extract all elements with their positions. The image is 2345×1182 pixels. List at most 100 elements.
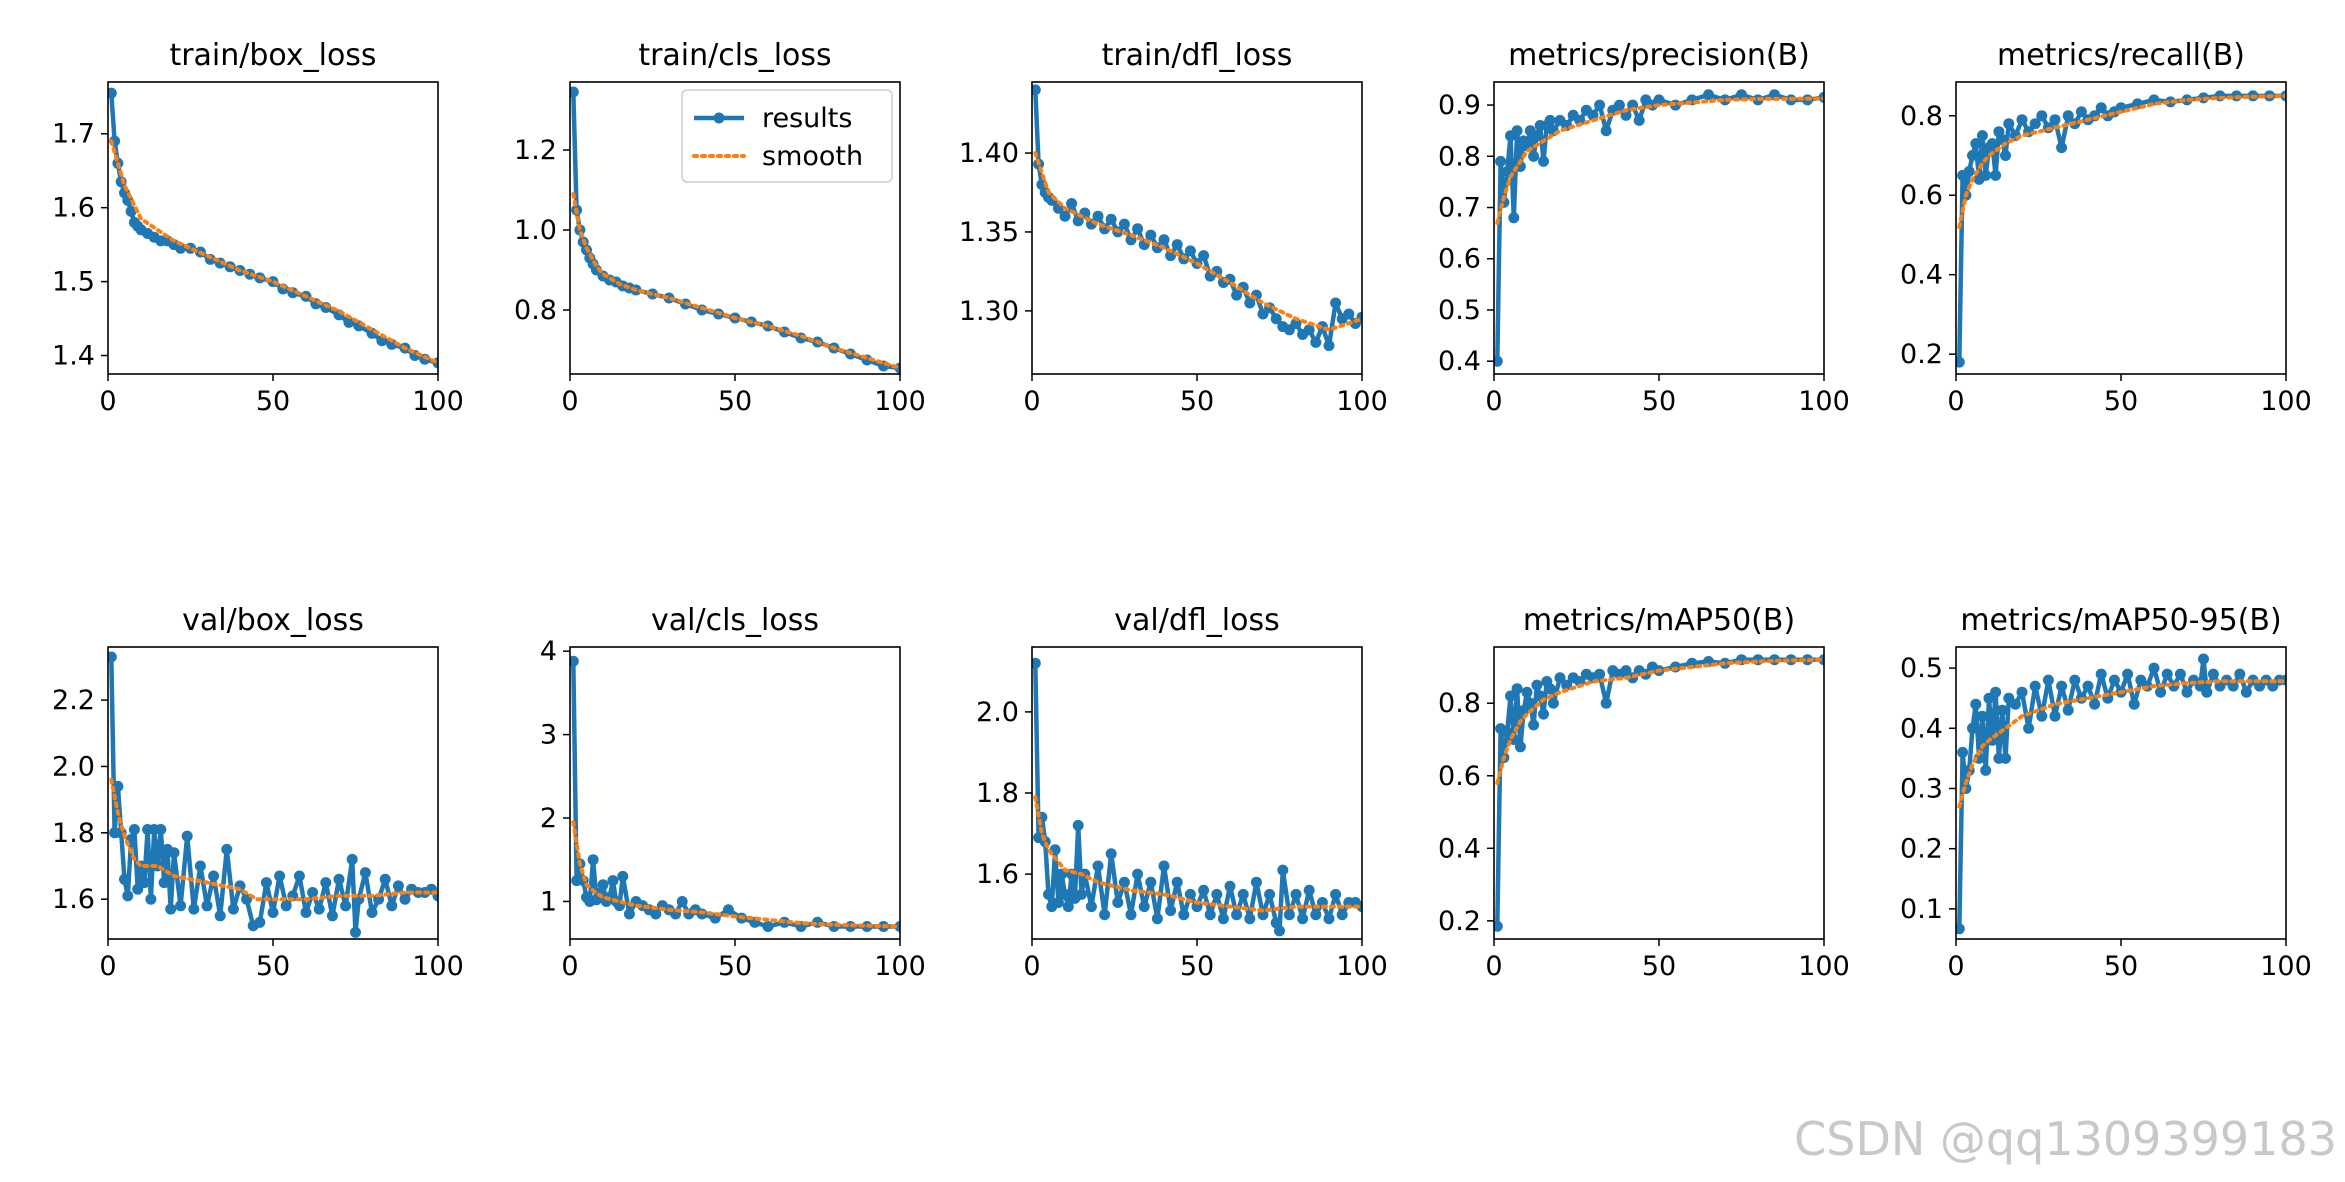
results-point bbox=[1343, 308, 1355, 320]
y-tick-label: 0.2 bbox=[1900, 834, 1943, 865]
y-tick-label: 1.6 bbox=[976, 859, 1019, 890]
results-point bbox=[175, 242, 187, 254]
results-point bbox=[1076, 888, 1087, 900]
y-tick-label: 0.8 bbox=[1438, 688, 1481, 719]
results-line bbox=[571, 661, 900, 929]
x-tick-label: 50 bbox=[718, 951, 752, 982]
results-point bbox=[2003, 118, 2015, 130]
results-point bbox=[274, 870, 286, 882]
results-point bbox=[1956, 356, 1965, 368]
results-point bbox=[1310, 336, 1322, 348]
x-tick-label: 50 bbox=[1180, 951, 1214, 982]
results-point bbox=[1494, 355, 1503, 367]
y-tick-label: 0.2 bbox=[1900, 339, 1943, 370]
results-point bbox=[254, 916, 266, 928]
chart-train-dfl-loss: train/dfl_loss 0 50 100 1.30 1.35 1.40 bbox=[959, 38, 1388, 417]
results-point bbox=[350, 926, 361, 938]
x-tick-label: 50 bbox=[2104, 951, 2138, 982]
results-point bbox=[1297, 913, 1309, 925]
x-tick-label: 50 bbox=[718, 386, 752, 417]
results-point bbox=[2082, 680, 2094, 692]
results-point bbox=[1165, 905, 1177, 917]
results-point bbox=[122, 890, 134, 902]
chart-title: metrics/mAP50(B) bbox=[1523, 603, 1795, 638]
x-tick-label: 100 bbox=[874, 386, 926, 417]
results-point bbox=[1132, 868, 1144, 880]
results-point bbox=[1957, 746, 1969, 758]
chart-metrics-precision-b: metrics/precision(B) 0 50 100 0.4 0.5 0.6 0.7 0.… bbox=[1438, 38, 1850, 417]
results-point bbox=[386, 900, 398, 912]
legend-results-marker bbox=[713, 112, 725, 124]
results-point bbox=[158, 877, 170, 889]
results-point bbox=[676, 896, 688, 907]
results-point bbox=[221, 843, 233, 855]
x-tick-label: 0 bbox=[1947, 951, 1964, 982]
chart-metrics-recall-b: metrics/recall(B) 0 50 100 0.2 0.4 0.6 0.8 bbox=[1900, 38, 2312, 417]
results-point bbox=[1511, 125, 1523, 137]
results-point bbox=[125, 205, 137, 217]
results-point bbox=[1990, 686, 2002, 698]
y-tick-label: 1.6 bbox=[52, 193, 95, 224]
results-point bbox=[617, 870, 629, 882]
y-tick-label: 0.8 bbox=[514, 295, 557, 326]
results-point bbox=[2042, 674, 2054, 686]
results-point bbox=[1330, 297, 1342, 309]
chart-title: metrics/mAP50-95(B) bbox=[1960, 603, 2281, 638]
results-point bbox=[650, 908, 662, 920]
results-point bbox=[1032, 657, 1041, 669]
y-tick-label: 1.6 bbox=[52, 884, 95, 915]
chart-title: val/box_loss bbox=[182, 603, 364, 638]
results-point bbox=[214, 910, 226, 922]
chart-title: train/dfl_loss bbox=[1102, 38, 1293, 73]
results-point bbox=[1043, 888, 1054, 900]
results-point bbox=[1092, 860, 1104, 872]
results-point bbox=[2049, 114, 2061, 126]
results-point bbox=[1501, 726, 1513, 738]
chart-title: metrics/recall(B) bbox=[1997, 38, 2245, 73]
x-tick-label: 0 bbox=[1485, 951, 1502, 982]
chart-metrics-map50-b: metrics/mAP50(B) 0 50 100 0.2 0.4 0.6 0.8 bbox=[1438, 603, 1850, 982]
results-point bbox=[1270, 313, 1282, 325]
y-tick-label: 1.7 bbox=[52, 119, 95, 150]
legend-box bbox=[681, 89, 893, 183]
x-tick-label: 100 bbox=[1336, 951, 1388, 982]
plot-area bbox=[1032, 84, 1362, 352]
smooth-line bbox=[1495, 96, 1824, 225]
results-point bbox=[1970, 698, 1982, 710]
results-line bbox=[1495, 92, 1824, 362]
results-point bbox=[1125, 909, 1137, 921]
results-point bbox=[1531, 130, 1543, 142]
results-point bbox=[313, 903, 325, 915]
results-point bbox=[2023, 722, 2035, 734]
results-point bbox=[1059, 210, 1071, 222]
results-point bbox=[722, 904, 734, 916]
results-point bbox=[1277, 864, 1289, 876]
results-point bbox=[1990, 169, 2002, 181]
x-tick-label: 0 bbox=[1947, 386, 1964, 417]
results-point bbox=[1528, 719, 1540, 731]
x-tick-label: 100 bbox=[1798, 951, 1850, 982]
results-point bbox=[1178, 909, 1190, 921]
results-point bbox=[2165, 96, 2176, 108]
y-tick-label: 1 bbox=[540, 886, 557, 917]
x-tick-label: 100 bbox=[874, 951, 926, 982]
results-point bbox=[1323, 913, 1335, 925]
chart-train-box-loss: train/box_loss 0 50 100 1.4 1.5 1.6 1.7 bbox=[52, 38, 464, 417]
results-point bbox=[1105, 213, 1117, 225]
x-tick-label: 0 bbox=[99, 386, 116, 417]
plot-area bbox=[570, 655, 900, 932]
plot-area bbox=[1956, 653, 2286, 935]
results-point bbox=[2049, 710, 2061, 722]
results-point bbox=[1184, 888, 1196, 900]
x-tick-label: 0 bbox=[1023, 386, 1040, 417]
results-point bbox=[2000, 752, 2011, 764]
results-point bbox=[1976, 130, 1988, 142]
results-point bbox=[1996, 704, 2008, 716]
y-tick-label: 0.5 bbox=[1438, 295, 1481, 326]
results-point bbox=[1231, 289, 1243, 301]
y-tick-label: 0.7 bbox=[1438, 193, 1481, 224]
results-point bbox=[2161, 668, 2173, 680]
results-point bbox=[1330, 888, 1342, 900]
results-point bbox=[267, 907, 279, 918]
results-point bbox=[1112, 897, 1124, 908]
